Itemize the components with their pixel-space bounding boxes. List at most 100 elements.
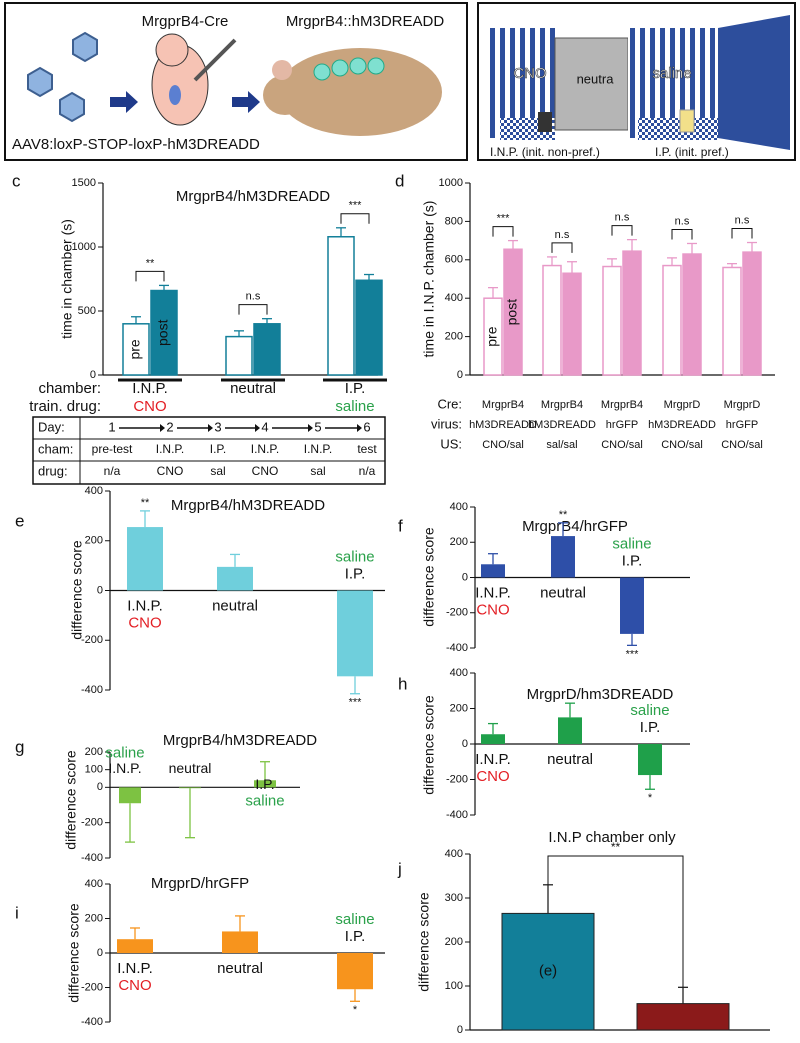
y-tick-label: 0 — [97, 584, 103, 596]
bar — [602, 265, 622, 376]
y-tick-label: 800 — [445, 215, 463, 227]
y-tick-label: 400 — [450, 501, 468, 513]
cell: I.P. — [210, 442, 226, 456]
row-label: train. drug: — [29, 398, 101, 415]
row-label: drug: — [38, 463, 68, 478]
significance-label: *** — [497, 213, 511, 225]
cell: sal — [310, 464, 325, 478]
bar — [217, 566, 253, 591]
significance-label: n.s — [615, 212, 630, 224]
legend-label: pre — [484, 326, 500, 346]
x-tick-label: neutral — [547, 751, 593, 768]
row-label: cham: — [38, 441, 73, 456]
bar — [501, 912, 595, 1031]
significance-label: n.s — [675, 215, 690, 227]
significance-label: *** — [349, 697, 363, 709]
bar — [481, 564, 505, 578]
bar — [542, 264, 562, 376]
drug-label: CNO — [476, 768, 509, 785]
table-cell: MrgprD — [664, 399, 701, 411]
bar — [150, 289, 178, 376]
label: I.N.P. (init. non-pref.) — [490, 145, 600, 159]
arrowhead — [208, 424, 213, 432]
bar — [127, 527, 163, 591]
error-bar — [607, 258, 617, 267]
significance-label: ** — [611, 840, 621, 854]
error-bar — [260, 761, 270, 781]
error-bar — [159, 284, 169, 291]
y-tick-label: 0 — [97, 781, 103, 793]
x-tick-label: neutral — [169, 760, 212, 776]
error-bar — [350, 676, 360, 695]
bar — [551, 536, 575, 578]
significance-label: *** — [626, 648, 640, 660]
label: MrgprB4-Cre — [142, 13, 229, 30]
x-tick-label: (e) — [539, 963, 557, 980]
panel-letter: d — [395, 171, 404, 190]
x-tick-label: I.N.P. — [132, 380, 168, 397]
y-axis-label: time in chamber (s) — [59, 219, 75, 339]
chart-title: MrgprD/hrGFP — [151, 875, 249, 892]
y-tick-label: 0 — [90, 369, 96, 381]
drug-label: saline — [335, 911, 374, 928]
drug-label: saline — [335, 398, 374, 415]
table-frame — [32, 416, 386, 485]
x-tick-label: I.N.P. — [475, 584, 511, 601]
arrow — [110, 91, 138, 113]
bar — [122, 323, 150, 376]
significance-bracket — [671, 228, 693, 240]
day: 4 — [261, 419, 268, 434]
label: CNO — [513, 65, 546, 82]
x-tick-label: I.N.P. — [117, 960, 153, 977]
y-tick-label: -400 — [81, 684, 103, 696]
x-tick-label: I.N.P. — [108, 760, 141, 776]
panel-letter: c — [12, 171, 21, 190]
drug-label: CNO — [133, 398, 166, 415]
panel-letter: h — [398, 674, 407, 693]
x-tick-label: neutral — [540, 584, 586, 601]
y-axis-label: difference score — [66, 903, 82, 1003]
error-bar — [230, 553, 240, 567]
bar — [722, 266, 742, 376]
significance-label: n.s — [246, 291, 261, 303]
cell: CNO — [157, 464, 184, 478]
panel-frame — [477, 2, 796, 161]
table-cell: hM3DREADD — [469, 419, 537, 431]
y-tick-label: 400 — [445, 292, 463, 304]
bar — [562, 272, 582, 376]
y-tick-label: 1000 — [439, 177, 463, 189]
pup-icon — [151, 33, 237, 126]
cell: I.N.P. — [304, 442, 332, 456]
y-axis-label: difference score — [421, 695, 437, 795]
table-cell: hrGFP — [606, 419, 638, 431]
chart-title: I.N.P chamber only — [548, 829, 676, 846]
arrowhead — [160, 424, 165, 432]
bar — [620, 577, 644, 634]
y-axis-label: difference score — [69, 540, 85, 640]
error-bar — [130, 927, 140, 940]
row-label: chamber: — [38, 380, 101, 397]
drug-label: saline — [105, 744, 144, 761]
y-tick-label: 0 — [462, 738, 468, 750]
error-bar — [678, 986, 688, 1004]
cell: CNO — [252, 464, 279, 478]
y-tick-label: -400 — [446, 809, 468, 821]
y-tick-label: 400 — [450, 667, 468, 679]
row-label: Cre: — [437, 396, 462, 411]
label: neutra — [577, 71, 615, 86]
error-bar — [627, 633, 637, 647]
error-bar — [336, 227, 346, 237]
panel-frame — [4, 2, 468, 161]
cell: I.N.P. — [251, 442, 279, 456]
table-cell: MrgprB4 — [482, 399, 524, 411]
y-tick-label: 200 — [450, 702, 468, 714]
x-tick-label: I.N.P. — [127, 597, 163, 614]
error-bar — [488, 722, 498, 735]
bar — [254, 780, 276, 788]
y-axis-label: difference score — [421, 527, 437, 627]
cell: sal — [210, 464, 225, 478]
y-tick-label: 400 — [85, 485, 103, 497]
error-bar — [488, 553, 498, 565]
bar — [117, 939, 153, 953]
